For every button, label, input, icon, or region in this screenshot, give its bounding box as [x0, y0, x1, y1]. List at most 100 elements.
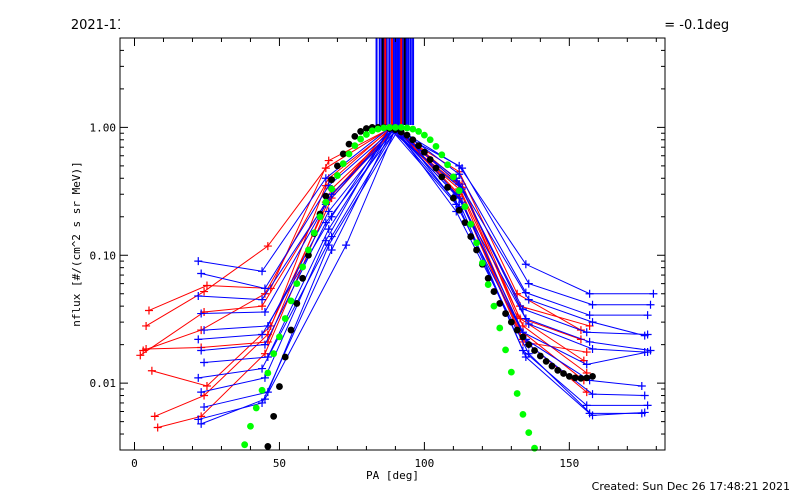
top-mask — [120, 0, 665, 37]
black-curve-point-6 — [299, 274, 307, 282]
series-line-6 — [140, 128, 582, 356]
green-curve-point-13 — [316, 213, 324, 221]
series-point-18-0 — [200, 403, 209, 412]
series-point-8-7 — [649, 289, 658, 298]
green-curve-point-43 — [490, 302, 498, 310]
series-line-9 — [201, 126, 651, 306]
series-point-0-6 — [513, 289, 522, 298]
green-curve-point-1 — [247, 422, 254, 430]
series-point-8-0 — [194, 257, 203, 266]
green-curve-point-5 — [270, 350, 278, 358]
series-point-17-0 — [197, 388, 206, 397]
x-tick-label-2: 100 — [414, 457, 434, 470]
series-point-4-0 — [153, 423, 162, 432]
black-curve-point-10 — [322, 192, 330, 200]
series-point-20-0 — [197, 419, 206, 428]
series-point-10-7 — [643, 311, 652, 320]
x-axis-label: PA [deg] — [366, 469, 419, 482]
green-curve-point-18 — [345, 150, 353, 158]
x-tick-label-0: 0 — [131, 457, 138, 470]
series-point-17-2 — [321, 236, 330, 245]
green-curve-point-7 — [281, 315, 289, 322]
series-point-13-1 — [258, 330, 267, 339]
series-point-15-0 — [200, 358, 209, 367]
green-curve-point-46 — [507, 368, 515, 376]
green-curve-point-20 — [357, 135, 365, 143]
series-point-20-1 — [260, 395, 269, 404]
black-curve-point-39 — [490, 288, 498, 295]
series-point-18-7 — [643, 401, 652, 410]
black-curve-point-56 — [589, 372, 596, 380]
black-curve-point-25 — [409, 136, 417, 144]
series-point-15-2 — [324, 225, 333, 234]
green-curve-point-34 — [438, 151, 446, 159]
series-point-16-4 — [458, 198, 467, 207]
series-point-0-0 — [142, 321, 151, 330]
black-curve-point-16 — [357, 128, 365, 135]
black-curve-point-47 — [536, 352, 544, 360]
series-point-9-1 — [260, 284, 269, 293]
green-curve-point-8 — [287, 297, 295, 305]
green-curve-point-21 — [363, 131, 370, 138]
series-point-14-5 — [524, 320, 533, 329]
series-point-18-6 — [582, 401, 591, 410]
series-point-10-4 — [455, 170, 464, 179]
series-point-11-6 — [588, 318, 597, 327]
black-curve-point-5 — [293, 300, 301, 307]
series-point-12-6 — [582, 328, 591, 337]
black-curve-point-49 — [548, 362, 556, 370]
black-curve-point-55 — [583, 374, 591, 382]
series-point-14-2 — [321, 218, 330, 227]
created-timestamp: Created: Sun Dec 26 17:48:21 2021 — [591, 480, 790, 493]
series-line-19 — [198, 127, 642, 420]
green-curve-point-0 — [241, 441, 249, 449]
green-curve-point-44 — [496, 324, 504, 332]
series-point-13-0 — [194, 335, 203, 344]
black-curve-point-52 — [565, 372, 573, 380]
black-curve-point-2 — [276, 383, 283, 390]
series-point-20-7 — [640, 408, 649, 417]
series-point-15-7 — [643, 348, 652, 357]
black-curve-point-54 — [577, 374, 585, 382]
series-point-12-7 — [643, 330, 652, 339]
green-curve-point-19 — [351, 142, 359, 150]
series-point-17-6 — [588, 390, 597, 399]
series-point-17-1 — [260, 373, 269, 382]
black-curve-point-12 — [334, 162, 341, 170]
series-point-7-0 — [142, 344, 151, 353]
green-curve-point-27 — [397, 123, 405, 131]
series-point-20-2 — [342, 241, 351, 250]
green-curve-point-38 — [461, 203, 469, 211]
series-point-20-6 — [588, 411, 597, 420]
series-point-5-0 — [144, 306, 153, 315]
green-curve-point-42 — [484, 281, 492, 288]
series-point-8-5 — [521, 260, 530, 269]
black-curve-point-51 — [560, 370, 567, 377]
black-curve-point-13 — [339, 150, 347, 158]
green-curve-point-50 — [531, 444, 538, 452]
green-curve-point-32 — [426, 136, 434, 144]
series-point-12-1 — [263, 321, 272, 330]
black-curve-point-29 — [432, 164, 440, 172]
series-line-0 — [145, 127, 582, 331]
series-point-2-1 — [202, 381, 211, 390]
black-curve-point-34 — [461, 219, 469, 227]
series-point-15-6 — [582, 360, 591, 369]
series-point-14-6 — [588, 344, 597, 353]
black-curve-point-4 — [287, 326, 295, 334]
series-point-16-1 — [258, 364, 267, 373]
series-point-9-0 — [197, 269, 206, 278]
series-point-18-2 — [324, 241, 333, 250]
plot-frame — [119, 37, 666, 451]
green-curve-point-31 — [420, 131, 428, 139]
series-line-8 — [198, 127, 654, 295]
series-point-19-2 — [327, 245, 336, 254]
series-point-8-6 — [585, 289, 594, 298]
black-curve-point-50 — [554, 366, 562, 374]
green-curve-point-6 — [276, 333, 283, 341]
series-line-10 — [198, 127, 648, 316]
y-tick-label-1: 0.10 — [90, 249, 117, 262]
series-line-7 — [146, 127, 587, 353]
black-curve-point-42 — [507, 318, 515, 326]
black-curve-point-11 — [328, 176, 336, 184]
